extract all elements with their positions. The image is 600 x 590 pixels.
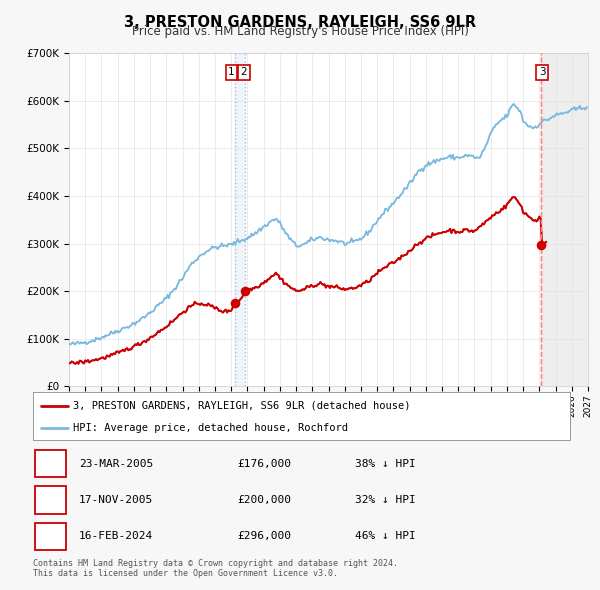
Text: £176,000: £176,000 — [237, 458, 291, 468]
Text: £200,000: £200,000 — [237, 495, 291, 505]
Text: HPI: Average price, detached house, Rochford: HPI: Average price, detached house, Roch… — [73, 423, 348, 432]
Text: 1: 1 — [47, 457, 54, 470]
FancyBboxPatch shape — [35, 523, 66, 550]
Text: 3: 3 — [539, 67, 545, 77]
Bar — [541, 53, 588, 386]
Text: £296,000: £296,000 — [237, 532, 291, 542]
Text: Contains HM Land Registry data © Crown copyright and database right 2024.: Contains HM Land Registry data © Crown c… — [33, 559, 398, 568]
Text: 1: 1 — [228, 67, 235, 77]
FancyBboxPatch shape — [35, 486, 66, 514]
Text: Price paid vs. HM Land Registry's House Price Index (HPI): Price paid vs. HM Land Registry's House … — [131, 25, 469, 38]
Text: 3, PRESTON GARDENS, RAYLEIGH, SS6 9LR: 3, PRESTON GARDENS, RAYLEIGH, SS6 9LR — [124, 15, 476, 30]
Text: 23-MAR-2005: 23-MAR-2005 — [79, 458, 153, 468]
Text: 38% ↓ HPI: 38% ↓ HPI — [355, 458, 416, 468]
Text: 3, PRESTON GARDENS, RAYLEIGH, SS6 9LR (detached house): 3, PRESTON GARDENS, RAYLEIGH, SS6 9LR (d… — [73, 401, 411, 411]
Point — [536, 241, 546, 250]
Text: 2: 2 — [47, 493, 54, 507]
Text: 17-NOV-2005: 17-NOV-2005 — [79, 495, 153, 505]
Text: 16-FEB-2024: 16-FEB-2024 — [79, 532, 153, 542]
Text: 46% ↓ HPI: 46% ↓ HPI — [355, 532, 416, 542]
Point — [230, 298, 239, 307]
FancyBboxPatch shape — [35, 450, 66, 477]
Bar — [235, 53, 245, 386]
Text: 3: 3 — [47, 530, 54, 543]
Text: This data is licensed under the Open Government Licence v3.0.: This data is licensed under the Open Gov… — [33, 569, 338, 578]
Text: 2: 2 — [241, 67, 247, 77]
Point — [241, 287, 250, 296]
Text: 32% ↓ HPI: 32% ↓ HPI — [355, 495, 416, 505]
